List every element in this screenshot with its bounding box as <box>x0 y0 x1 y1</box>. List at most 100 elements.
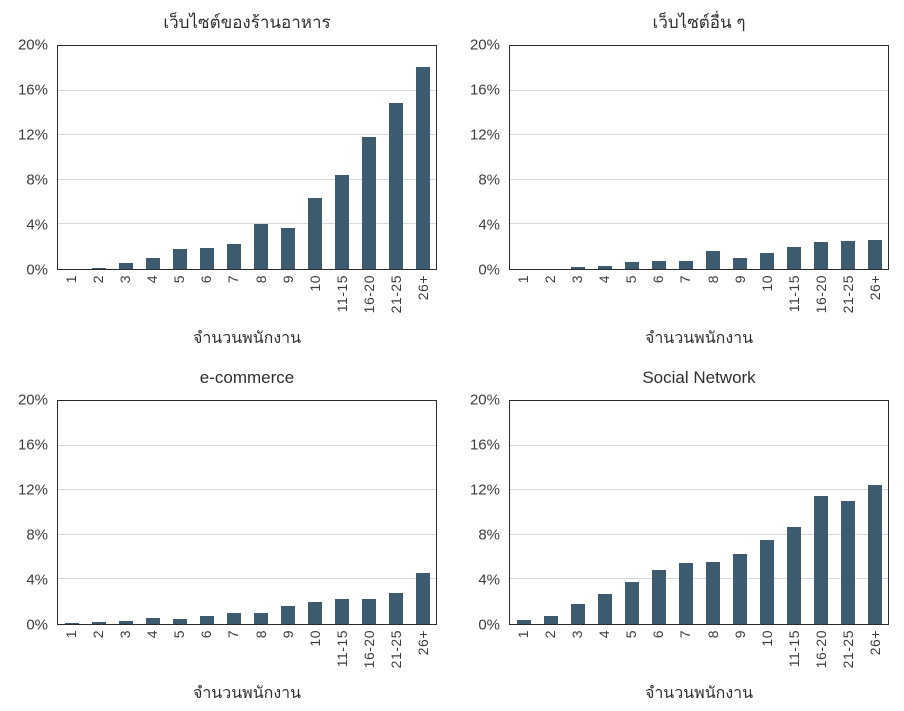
y-tick-label: 8% <box>478 526 500 544</box>
bar <box>867 484 882 624</box>
gridline <box>58 89 436 91</box>
bar <box>597 265 612 269</box>
x-tick-label: 11-15 <box>785 275 802 313</box>
bar-series <box>510 46 888 269</box>
x-tick: 9 <box>274 275 301 327</box>
x-tick-label: 8 <box>252 275 269 284</box>
bar <box>570 266 585 269</box>
x-tick-label: 8 <box>704 630 721 639</box>
x-tick: 1 <box>509 630 536 682</box>
x-tick-label: 16-20 <box>813 275 830 314</box>
bar <box>786 246 801 269</box>
x-tick: 5 <box>166 275 193 327</box>
bar <box>199 247 214 269</box>
chart-title: เว็บไซต์ของร้านอาหาร <box>163 13 331 32</box>
gridline <box>510 134 888 136</box>
x-tick: 7 <box>220 275 247 327</box>
x-tick-label: 1 <box>514 275 531 284</box>
x-tick-label: 16-20 <box>813 630 830 669</box>
y-tick-label: 8% <box>26 526 48 544</box>
x-tick-label: 7 <box>677 630 694 639</box>
bar-slot <box>537 46 564 269</box>
y-tick-label: 20% <box>17 391 48 409</box>
plot-area <box>57 45 437 270</box>
bar <box>145 618 160 624</box>
y-tick-label: 12% <box>469 126 500 144</box>
bar <box>226 244 241 269</box>
chart-restaurant-website: เว็บไซต์ของร้านอาหาร 20% 16% 12% 8% 4% 0% 1 2 3… <box>0 0 452 355</box>
chart-title: Social Network <box>642 367 756 387</box>
bar-slot <box>672 401 699 624</box>
x-tick-label: 4 <box>595 630 612 639</box>
x-tick: 6 <box>193 275 220 327</box>
bar-slot <box>780 401 807 624</box>
x-tick: 1 <box>509 275 536 327</box>
x-axis-tick-labels: 1 2 3 4 5 6 7 8 9 10 11-15 16-20 21-25 26+ <box>509 630 889 682</box>
x-tick-label: 6 <box>650 630 667 639</box>
bar-slot <box>139 401 166 624</box>
bar-slot <box>591 46 618 269</box>
x-tick: 9 <box>274 630 301 682</box>
y-tick-label: 20% <box>469 391 500 409</box>
bar-slot <box>220 401 247 624</box>
bar-slot <box>58 46 85 269</box>
x-tick-label: 5 <box>171 630 188 639</box>
bar <box>624 581 639 624</box>
gridline <box>510 89 888 91</box>
bar-slot <box>834 46 861 269</box>
x-tick: 16-20 <box>356 630 383 682</box>
x-tick: 6 <box>193 630 220 682</box>
bar <box>786 527 801 624</box>
x-tick-label: 7 <box>225 630 242 639</box>
x-tick: 9 <box>726 630 753 682</box>
chart-social-network: Social Network 20% 16% 12% 8% 4% 0% 1 2 3 4 5 6 7 8 9… <box>452 355 904 711</box>
x-tick: 11-15 <box>328 630 355 682</box>
bar <box>867 240 882 269</box>
bar <box>732 257 747 269</box>
x-tick-label: 16-20 <box>361 630 378 669</box>
bar-slot <box>861 46 888 269</box>
x-tick: 7 <box>220 630 247 682</box>
bar <box>280 606 295 624</box>
x-tick: 10 <box>753 630 780 682</box>
y-tick-label: 12% <box>17 481 48 499</box>
x-tick-label: 9 <box>279 630 296 639</box>
x-tick-label: 21-25 <box>840 275 857 314</box>
bar-slot <box>355 46 382 269</box>
bar <box>226 612 241 624</box>
gridline <box>58 134 436 136</box>
gridline <box>510 533 888 535</box>
bar <box>172 618 187 624</box>
x-tick: 2 <box>84 630 111 682</box>
bar-slot <box>726 46 753 269</box>
bar <box>388 592 403 624</box>
x-tick: 3 <box>111 630 138 682</box>
bar-slot <box>166 46 193 269</box>
bar-slot <box>328 46 355 269</box>
bar-slot <box>112 46 139 269</box>
x-tick-label: 1 <box>62 630 79 639</box>
x-tick: 4 <box>590 275 617 327</box>
x-axis-tick-labels: 1 2 3 4 5 6 7 8 9 10 11-15 16-20 21-25 26+ <box>509 275 889 327</box>
x-tick-label: 2 <box>89 630 106 639</box>
gridline <box>58 444 436 446</box>
y-tick-label: 0% <box>478 261 500 279</box>
bar <box>91 267 106 269</box>
y-tick-label: 20% <box>17 36 48 54</box>
gridline <box>58 178 436 180</box>
x-tick-label: 5 <box>623 275 640 284</box>
x-tick: 10 <box>301 275 328 327</box>
x-axis-title: จำนวนพนักงาน <box>192 685 302 702</box>
bar-slot <box>510 401 537 624</box>
bar <box>253 224 268 269</box>
x-tick-label: 4 <box>143 275 160 284</box>
x-tick: 2 <box>536 275 563 327</box>
x-axis-tick-labels: 1 2 3 4 5 6 7 8 9 10 11-15 16-20 21-25 26+ <box>57 275 437 327</box>
x-tick: 11-15 <box>780 275 807 327</box>
x-tick-label: 6 <box>650 275 667 284</box>
bar-slot <box>834 401 861 624</box>
plot-area <box>509 400 889 625</box>
bar-slot <box>726 401 753 624</box>
bar <box>516 620 531 624</box>
